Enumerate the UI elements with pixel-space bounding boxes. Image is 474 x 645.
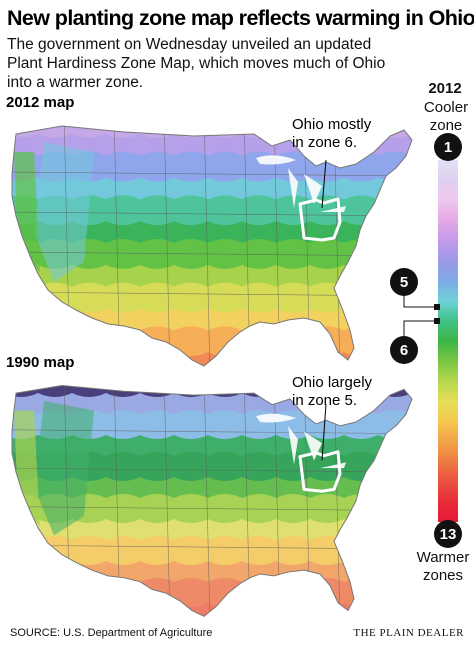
zone-band xyxy=(12,494,412,529)
map-2012-callout-line2: in zone 6. xyxy=(292,134,358,151)
ohio-outline xyxy=(298,197,342,242)
zone-band xyxy=(12,452,412,487)
callout-leader xyxy=(321,159,327,209)
zone-band xyxy=(12,195,412,232)
map-1990 xyxy=(11,384,413,617)
legend-cooler-label: Cooler zone xyxy=(418,99,474,135)
source-note: SOURCE: U.S. Department of Agriculture xyxy=(10,627,213,639)
zone-badge-6: 6 xyxy=(390,336,418,364)
zone-badge-1: 1 xyxy=(434,133,462,161)
zone-badge-5: 5 xyxy=(390,268,418,296)
map-1990-callout: Ohio largely in zone 5. xyxy=(292,374,372,410)
zone6-marker xyxy=(434,318,440,324)
dek-text: The government on Wednesday unveiled an … xyxy=(7,36,386,91)
legend-gradient-bar xyxy=(438,160,458,522)
ohio-outline xyxy=(298,450,342,493)
map-2012 xyxy=(11,125,413,367)
legend-cooler-line1: Cooler xyxy=(423,99,469,116)
legend-warmer-line1: Warmer xyxy=(416,549,470,566)
headline: New planting zone map reflects warming i… xyxy=(7,6,474,30)
map-1990-callout-line1: Ohio largely xyxy=(292,374,373,391)
callout-leader xyxy=(321,403,327,461)
legend-warmer-label: Warmer zones xyxy=(412,549,474,585)
map-2012-label: 2012 map xyxy=(6,94,75,111)
legend-year: 2012 xyxy=(428,80,462,97)
zone5-marker xyxy=(434,304,440,310)
map-2012-callout-line1: Ohio mostly xyxy=(292,116,372,133)
map-2012-callout: Ohio mostly in zone 6. xyxy=(292,116,371,152)
legend-cooler-line2: zone xyxy=(429,117,463,134)
legend-warmer-line2: zones xyxy=(422,567,464,584)
zone-band xyxy=(12,239,412,275)
map-1990-label: 1990 map xyxy=(6,354,75,371)
publisher-credit: THE PLAIN DEALER xyxy=(353,627,464,639)
zone-badge-13: 13 xyxy=(434,520,462,548)
map-1990-callout-line2: in zone 5. xyxy=(292,392,358,409)
